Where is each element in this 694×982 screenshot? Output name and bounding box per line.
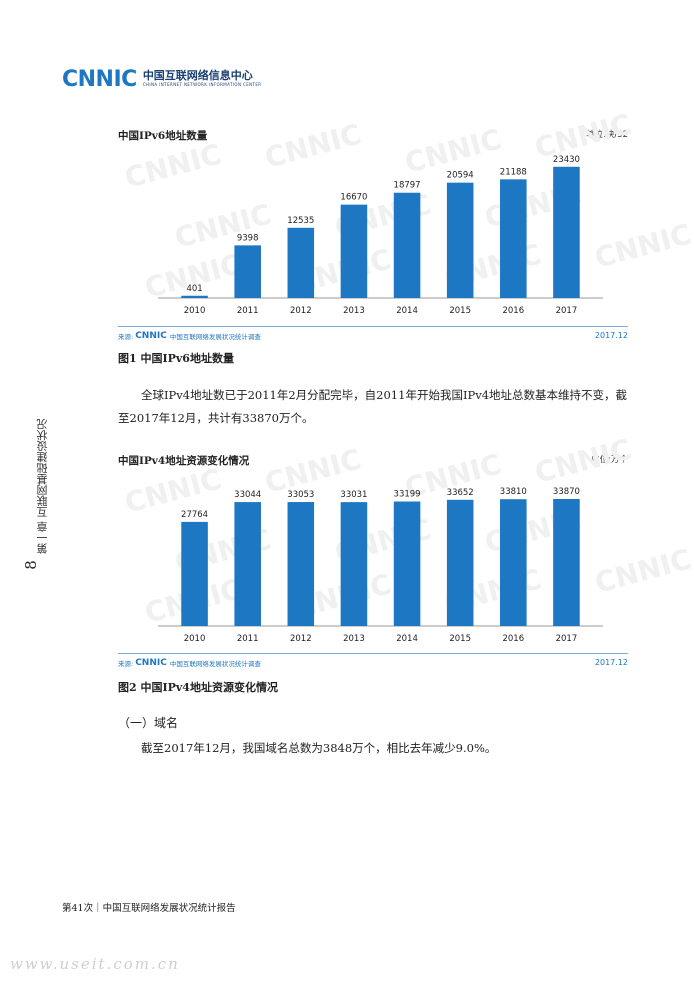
body-paragraph: 全球IPv4地址数已于2011年2月分配完毕，自2011年开始我国IPv4地址总… (118, 388, 628, 425)
data-label-2016: 33810 (500, 487, 527, 497)
section-heading: （一）域名 (118, 716, 179, 730)
bar-2011 (234, 502, 261, 626)
tick-label-2017: 2017 (556, 634, 578, 644)
source-logo: CNNIC (135, 658, 167, 668)
logo-en: CHINA INTERNET NETWORK INFORMATION CENTE… (142, 82, 262, 87)
svg-text:CNNIC: CNNIC (531, 107, 635, 164)
data-label-2014: 18797 (394, 181, 421, 191)
source-divider (118, 653, 628, 654)
bar-2013 (340, 502, 368, 626)
page-number: 8 (22, 560, 40, 570)
tick-label-2016: 2016 (502, 306, 524, 316)
data-label-2011: 9398 (237, 233, 259, 243)
svg-text:CNNIC: CNNIC (121, 462, 225, 519)
source-logo: CNNIC (135, 331, 167, 341)
tick-label-2014: 2014 (396, 634, 418, 644)
logo-mark: CNNIC (62, 66, 137, 92)
bar-2013 (340, 204, 368, 298)
bar-2016 (500, 179, 527, 298)
data-label-2010: 401 (186, 284, 202, 294)
data-label-2011: 33044 (234, 490, 261, 500)
site-watermark: www.useit.com.cn (10, 955, 180, 973)
bar-2017 (553, 166, 580, 298)
chart-unit: 单位:块/32 (585, 130, 628, 140)
bar-2012 (287, 227, 315, 298)
bar-2016 (500, 499, 527, 626)
data-label-2015: 33652 (447, 488, 474, 498)
figure-caption: 图1 中国IPv6地址数量 (118, 352, 234, 365)
ipv4-chart: 中国IPv4地址资源变化情况 单位:万个 CNNIC CNNIC CNNIC CNNI… (118, 432, 694, 673)
bar-2011 (234, 245, 261, 298)
data-label-2010: 27764 (181, 510, 208, 520)
svg-text:CNNIC: CNNIC (591, 542, 694, 599)
tick-label-2013: 2013 (343, 306, 365, 316)
data-label-2013: 16670 (340, 193, 367, 203)
chart-date: 2017.12 (594, 331, 628, 340)
chart-source: 来源: CNNIC 中国互联网络发展状况统计调查 (118, 331, 261, 341)
chapter-title: 第一章 互联网基础建设状况 (36, 418, 49, 555)
tick-label-2013: 2013 (343, 634, 365, 644)
bar-2017 (553, 498, 580, 626)
data-label-2013: 33031 (340, 490, 367, 500)
tick-label-2011: 2011 (237, 306, 259, 316)
bar-2010 (181, 295, 208, 298)
data-label-2012: 12535 (287, 216, 314, 226)
cnnic-logo: CNNIC 中国互联网络信息中心 CHINA INTERNET NETWORK … (62, 66, 261, 92)
tick-label-2016: 2016 (502, 634, 524, 644)
chart-source: 来源: CNNIC 中国互联网络发展状况统计调查 (118, 658, 261, 668)
data-label-2017: 23430 (553, 155, 580, 165)
data-label-2014: 33199 (394, 490, 421, 500)
svg-text:CNNIC: CNNIC (261, 117, 365, 174)
tick-label-2014: 2014 (396, 306, 418, 316)
tick-label-2011: 2011 (237, 634, 259, 644)
source-prefix: 来源: (118, 333, 134, 341)
data-label-2017: 33870 (553, 487, 580, 497)
svg-text:CNNIC: CNNIC (121, 137, 225, 194)
logo-text: 中国互联网络信息中心 CHINA INTERNET NETWORK INFORM… (143, 70, 262, 88)
svg-text:CNNIC: CNNIC (531, 432, 635, 489)
tick-label-2012: 2012 (290, 306, 312, 316)
data-label-2015: 20594 (447, 171, 474, 181)
bar-2014 (393, 192, 421, 298)
logo-cn: 中国互联网络信息中心 (142, 69, 253, 82)
bar-2010 (181, 521, 208, 626)
bar-2015 (446, 499, 474, 626)
bar-2014 (393, 501, 421, 626)
tick-label-2015: 2015 (449, 634, 471, 644)
data-label-2016: 21188 (500, 167, 527, 177)
source-divider (118, 326, 628, 327)
chart-title: 中国IPv6地址数量 (118, 130, 208, 142)
tick-label-2017: 2017 (556, 306, 578, 316)
tick-label-2015: 2015 (449, 306, 471, 316)
chart-title: 中国IPv4地址资源变化情况 (118, 455, 250, 467)
page-footer: 第41次｜中国互联网络发展状况统计报告 (62, 903, 236, 914)
chart-date: 2017.12 (594, 658, 628, 667)
tick-label-2010: 2010 (184, 306, 206, 316)
chart-unit: 单位:万个 (591, 455, 628, 465)
source-text: 中国互联网络发展状况统计调查 (169, 333, 261, 341)
tick-label-2010: 2010 (184, 634, 206, 644)
bar-2015 (446, 182, 474, 298)
data-label-2012: 33053 (287, 490, 314, 500)
bar-2012 (287, 502, 315, 626)
tick-label-2012: 2012 (290, 634, 312, 644)
source-text: 中国互联网络发展状况统计调查 (169, 660, 261, 668)
ipv6-chart: 中国IPv6地址数量 单位:块/32 CNNIC CNNIC CNNIC CNNIC C… (118, 107, 694, 348)
figure-caption: 图2 中国IPv4地址资源变化情况 (118, 681, 278, 694)
side-chapter-label: 第一章 互联网基础建设状况 8 (21, 404, 53, 584)
svg-text:CNNIC: CNNIC (591, 217, 694, 274)
body-paragraph: 截至2017年12月，我国域名总数为3848万个，相比去年减少9.0%。 (141, 741, 497, 755)
source-prefix: 来源: (118, 660, 134, 668)
